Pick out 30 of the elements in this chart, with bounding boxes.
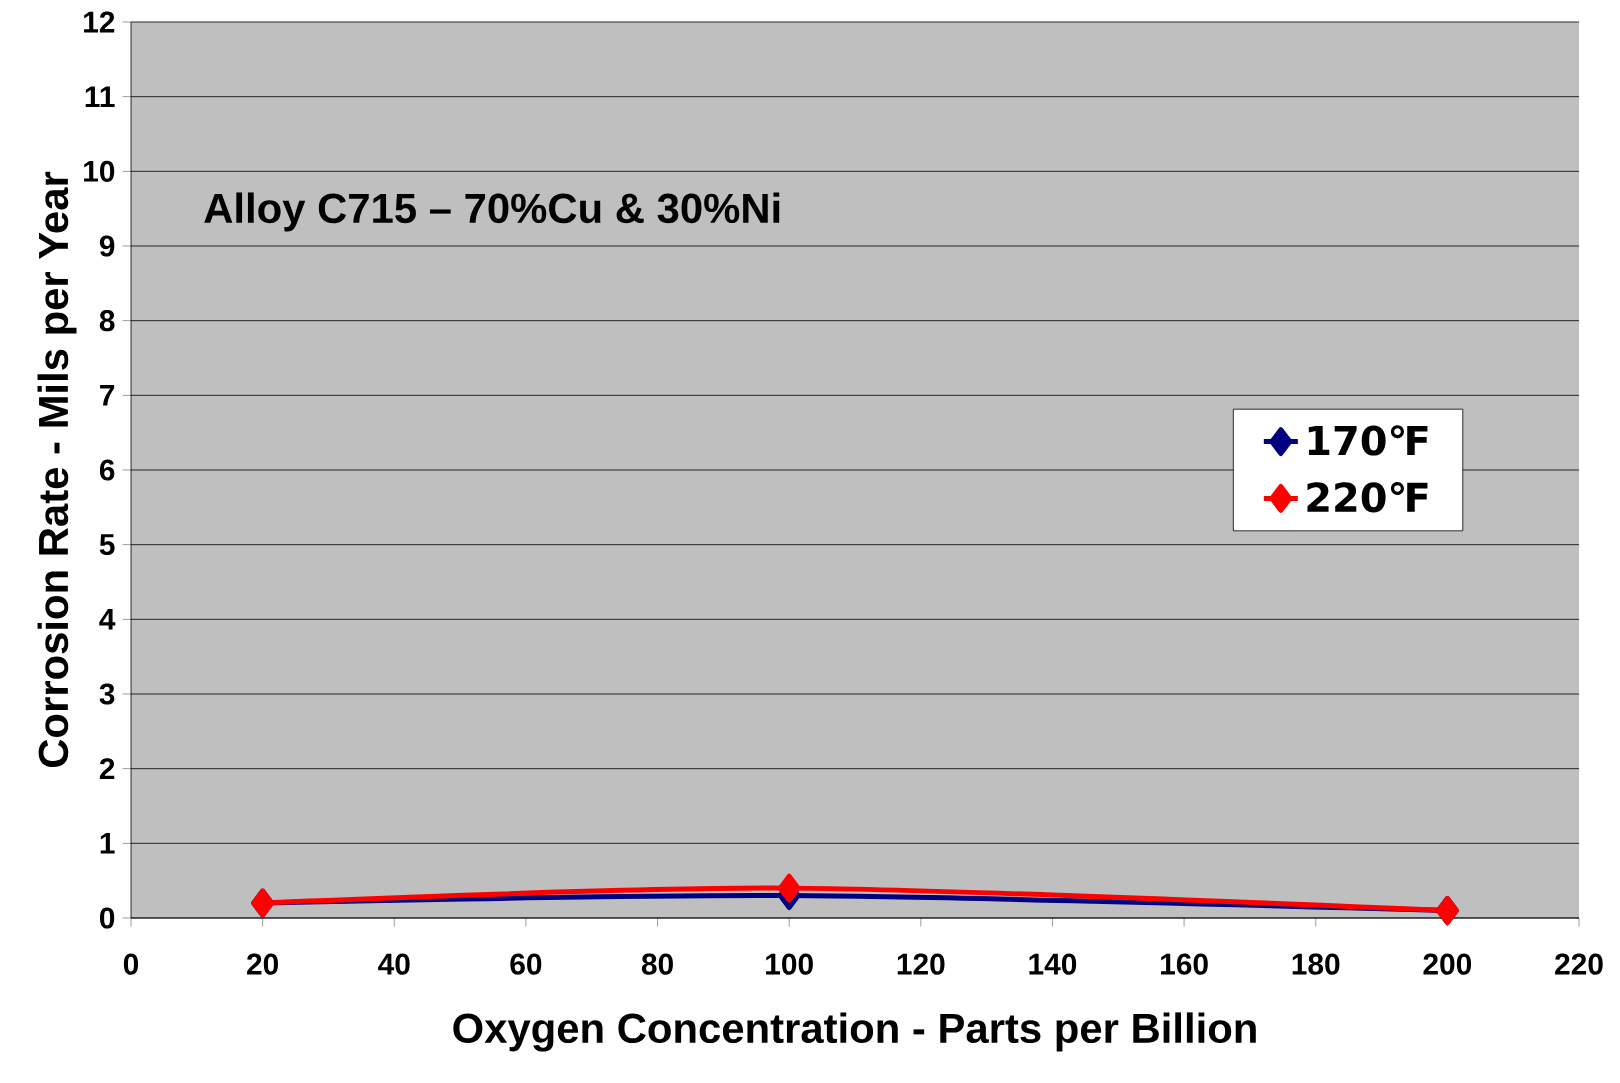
x-tick-label: 200 (1423, 953, 1472, 975)
annotation: Alloy C715 – 70%Cu & 30%Ni (204, 192, 780, 232)
x-tick-label: 140 (1029, 953, 1077, 975)
y-tick-label: 7 (100, 385, 115, 406)
x-tick-label: 160 (1161, 953, 1208, 975)
y-tick-label: 9 (99, 235, 115, 257)
x-tick-label: 40 (378, 953, 410, 975)
x-axis-title: Oxygen Concentration - Parts per Billion (453, 1012, 1256, 1052)
y-tick-label: 12 (84, 11, 115, 33)
y-tick-label: 5 (99, 534, 115, 556)
legend-label: 220℉ (1307, 481, 1428, 513)
y-tick-label: 6 (99, 459, 115, 481)
x-tick-label: 0 (123, 953, 139, 975)
y-tick-label: 3 (99, 683, 115, 705)
x-tick-label: 20 (247, 953, 279, 975)
x-tick-label: 180 (1292, 953, 1340, 975)
y-axis-title: Corrosion Rate - Mils per Year (37, 171, 77, 768)
x-tick-label: 220 (1555, 953, 1603, 975)
y-tick-label: 0 (100, 907, 115, 929)
y-tick-label: 4 (99, 609, 116, 630)
x-tick-label: 80 (641, 953, 673, 975)
x-tick-label: 60 (510, 953, 542, 975)
x-tick-label: 100 (766, 953, 813, 975)
legend-label: 170℉ (1308, 425, 1428, 456)
y-tick-label: 2 (99, 758, 115, 780)
y-tick-label: 1 (100, 833, 115, 854)
y-tick-label: 8 (99, 310, 115, 332)
y-tick-label: 11 (85, 86, 115, 107)
x-tick-label: 120 (897, 953, 945, 975)
y-tick-label: 10 (84, 160, 115, 182)
